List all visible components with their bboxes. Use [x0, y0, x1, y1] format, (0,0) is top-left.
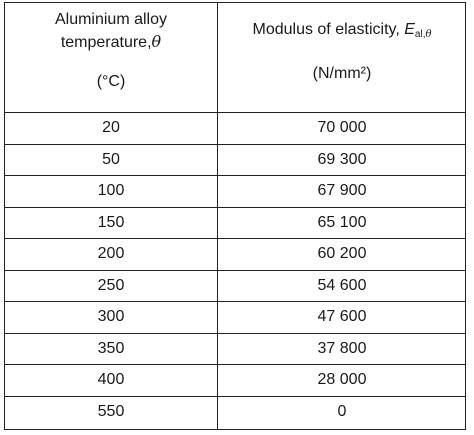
header-temperature-unit: (°C) — [96, 73, 126, 90]
table-row: 100 67 900 — [5, 176, 465, 208]
header-temperature: Aluminium alloy temperature,θ (°C) — [5, 3, 217, 112]
table-row: 20 70 000 — [5, 113, 465, 145]
temperature-cell: 200 — [97, 245, 125, 263]
modulus-subscript: al,θ — [415, 29, 432, 40]
modulus-cell: 47 600 — [317, 308, 367, 326]
table-row: 200 60 200 — [5, 239, 465, 271]
modulus-cell: 67 900 — [317, 182, 367, 200]
header-modulus-line1: Modulus of elasticity, Eal,θ — [217, 19, 467, 46]
temperature-cell: 100 — [97, 182, 125, 200]
modulus-cell: 60 200 — [317, 245, 367, 263]
header-temperature-line1: Aluminium alloy — [54, 11, 168, 28]
header-modulus-unit: (N/mm²) — [312, 65, 372, 82]
table-row: 150 65 100 — [5, 208, 465, 239]
header-modulus: Modulus of elasticity, Eal,θ (N/mm²) — [217, 3, 467, 112]
table-row: 400 28 000 — [5, 365, 465, 397]
modulus-symbol: E — [404, 21, 415, 38]
table-row: 550 0 — [5, 397, 465, 429]
temperature-cell: 150 — [97, 213, 125, 231]
modulus-cell: 37 800 — [317, 339, 367, 357]
modulus-cell: 0 — [337, 403, 347, 421]
header-modulus-text: Modulus of elasticity, — [252, 21, 405, 38]
temperature-cell: 20 — [102, 119, 120, 137]
temperature-cell: 350 — [97, 339, 125, 357]
header-temperature-text: temperature, — [60, 34, 152, 51]
modulus-subscript-text: al, — [414, 29, 426, 40]
column-divider — [217, 3, 218, 429]
table-header: Aluminium alloy temperature,θ (°C) Modul… — [5, 3, 465, 113]
modulus-table: Aluminium alloy temperature,θ (°C) Modul… — [4, 2, 466, 430]
temperature-cell: 50 — [102, 150, 120, 168]
table-row: 300 47 600 — [5, 302, 465, 334]
theta-symbol: θ — [151, 32, 162, 51]
modulus-cell: 69 300 — [317, 150, 367, 168]
modulus-cell: 28 000 — [317, 371, 367, 389]
modulus-subscript-theta: θ — [425, 29, 432, 40]
modulus-cell: 54 600 — [317, 276, 367, 294]
table-body: 20 70 000 50 69 300 100 67 900 150 65 100 20… — [5, 113, 465, 428]
modulus-cell: 70 000 — [317, 119, 367, 137]
temperature-cell: 550 — [97, 403, 125, 421]
table-row: 350 37 800 — [5, 334, 465, 365]
header-temperature-line2: temperature,θ — [5, 31, 217, 54]
modulus-cell: 65 100 — [317, 213, 367, 231]
table-row: 50 69 300 — [5, 145, 465, 176]
table-row: 250 54 600 — [5, 271, 465, 302]
temperature-cell: 400 — [97, 371, 125, 389]
temperature-cell: 250 — [97, 276, 125, 294]
temperature-cell: 300 — [97, 308, 125, 326]
